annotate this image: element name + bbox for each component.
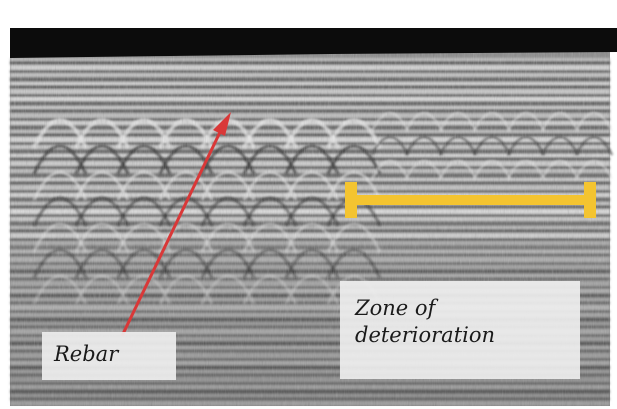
rebar-label-box: Rebar xyxy=(42,332,176,380)
rebar-label: Rebar xyxy=(54,342,119,366)
yellow-range-bar-icon xyxy=(345,182,596,218)
zone-label-line-2: deterioration xyxy=(355,323,496,347)
surface-reflection-band xyxy=(10,28,617,58)
red-arrow-icon xyxy=(120,112,231,337)
zone-label-line-1: Zone of xyxy=(355,296,436,320)
deterioration-zone-label-box: Zone of deterioration xyxy=(340,281,580,379)
